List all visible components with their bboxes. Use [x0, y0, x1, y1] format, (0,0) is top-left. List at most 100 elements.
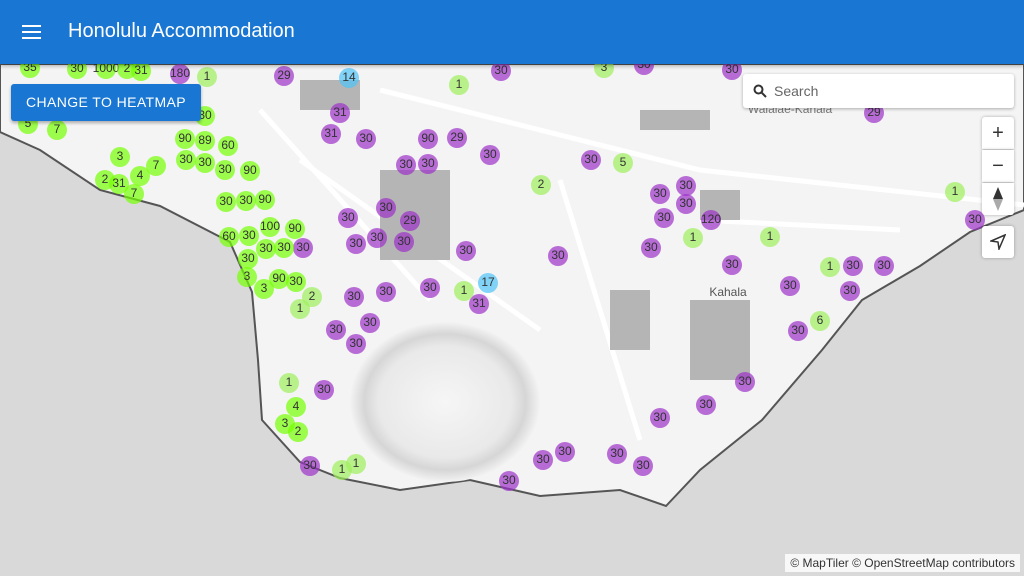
marker[interactable]: 30 [722, 255, 742, 275]
marker[interactable]: 29 [274, 66, 294, 86]
marker[interactable]: 89 [195, 131, 215, 151]
marker[interactable]: 1000 [93, 59, 120, 79]
marker[interactable]: 30 [396, 155, 416, 175]
marker[interactable]: 31 [109, 174, 129, 194]
marker[interactable]: 4 [286, 397, 306, 417]
marker[interactable]: 30 [840, 281, 860, 301]
search-box[interactable]: Search [743, 74, 1014, 108]
marker[interactable]: 30 [344, 287, 364, 307]
zoom-out[interactable]: − [982, 150, 1014, 182]
marker[interactable]: 3 [237, 267, 257, 287]
marker[interactable]: 30 [326, 320, 346, 340]
marker[interactable]: 1 [290, 299, 310, 319]
marker[interactable]: 30 [650, 408, 670, 428]
marker[interactable]: 30 [780, 276, 800, 296]
marker[interactable]: 90 [255, 190, 275, 210]
marker[interactable]: 31 [131, 61, 151, 81]
marker[interactable]: 30 [376, 282, 396, 302]
marker[interactable]: 30 [176, 150, 196, 170]
marker[interactable]: 90 [418, 129, 438, 149]
marker[interactable]: 17 [478, 273, 498, 293]
marker[interactable]: 60 [218, 136, 238, 156]
marker[interactable]: 30 [480, 145, 500, 165]
marker[interactable]: 30 [376, 198, 396, 218]
marker[interactable]: 30 [346, 234, 366, 254]
marker[interactable]: 30 [67, 59, 87, 79]
marker[interactable]: 31 [469, 294, 489, 314]
marker[interactable]: 30 [696, 395, 716, 415]
marker[interactable]: 30 [216, 192, 236, 212]
marker[interactable]: 29 [447, 128, 467, 148]
marker[interactable]: 30 [555, 442, 575, 462]
locate[interactable] [982, 226, 1014, 258]
marker[interactable]: 30 [236, 191, 256, 211]
marker[interactable]: 7 [124, 184, 144, 204]
marker[interactable]: 30 [195, 153, 215, 173]
marker[interactable]: 7 [47, 120, 67, 140]
marker[interactable]: 3 [110, 147, 130, 167]
marker[interactable]: 30 [418, 154, 438, 174]
marker[interactable]: 2 [531, 175, 551, 195]
marker[interactable]: 30 [722, 60, 742, 80]
marker[interactable]: 1 [197, 67, 217, 87]
marker[interactable]: 29 [400, 211, 420, 231]
marker[interactable]: 30 [356, 129, 376, 149]
marker[interactable]: 30 [491, 61, 511, 81]
marker[interactable]: 30 [238, 249, 258, 269]
marker[interactable]: 30 [338, 208, 358, 228]
marker[interactable]: 14 [339, 68, 359, 88]
marker[interactable]: 30 [581, 150, 601, 170]
marker[interactable]: 1 [332, 460, 352, 480]
marker[interactable]: 60 [219, 227, 239, 247]
marker[interactable]: 180 [170, 64, 190, 84]
marker[interactable]: 30 [607, 444, 627, 464]
marker[interactable]: 30 [256, 239, 276, 259]
marker[interactable]: 30 [239, 226, 259, 246]
marker[interactable]: 120 [701, 210, 721, 230]
marker[interactable]: 30 [293, 238, 313, 258]
marker[interactable]: 1 [449, 75, 469, 95]
marker[interactable]: 30 [456, 241, 476, 261]
marker[interactable]: 90 [240, 161, 260, 181]
marker[interactable]: 30 [367, 228, 387, 248]
menu-button[interactable] [22, 25, 41, 43]
marker[interactable]: 4 [130, 166, 150, 186]
zoom-in[interactable]: + [982, 117, 1014, 149]
marker[interactable]: 2 [288, 422, 308, 442]
marker[interactable]: 90 [269, 269, 289, 289]
marker[interactable]: 30 [548, 246, 568, 266]
marker[interactable]: 30 [314, 380, 334, 400]
marker[interactable]: 30 [676, 194, 696, 214]
marker[interactable]: 30 [965, 210, 985, 230]
marker[interactable]: 6 [810, 311, 830, 331]
marker[interactable]: 30 [300, 456, 320, 476]
compass[interactable] [982, 183, 1014, 215]
marker[interactable]: 30 [346, 334, 366, 354]
marker[interactable]: 30 [874, 256, 894, 276]
marker[interactable]: 1 [454, 281, 474, 301]
marker[interactable]: 30 [533, 450, 553, 470]
marker[interactable]: 30 [650, 184, 670, 204]
marker[interactable]: 30 [394, 232, 414, 252]
marker[interactable]: 30 [641, 238, 661, 258]
marker[interactable]: 30 [499, 471, 519, 491]
marker[interactable]: 30 [360, 313, 380, 333]
marker[interactable]: 30 [843, 256, 863, 276]
marker[interactable]: 5 [613, 153, 633, 173]
marker[interactable]: 30 [215, 160, 235, 180]
marker[interactable]: 1 [945, 182, 965, 202]
marker[interactable]: 1 [683, 228, 703, 248]
marker[interactable]: 31 [321, 124, 341, 144]
marker[interactable]: 1 [820, 257, 840, 277]
marker[interactable]: 100 [260, 217, 280, 237]
marker[interactable]: 3 [254, 279, 274, 299]
marker[interactable]: 30 [286, 272, 306, 292]
marker[interactable]: 29 [864, 103, 884, 123]
marker[interactable]: 30 [788, 321, 808, 341]
marker[interactable]: 30 [633, 456, 653, 476]
marker[interactable]: 30 [676, 176, 696, 196]
marker[interactable]: 1 [279, 373, 299, 393]
heatmap-button[interactable]: CHANGE TO HEATMAP [11, 84, 201, 121]
marker[interactable]: 30 [735, 372, 755, 392]
marker[interactable]: 30 [654, 208, 674, 228]
